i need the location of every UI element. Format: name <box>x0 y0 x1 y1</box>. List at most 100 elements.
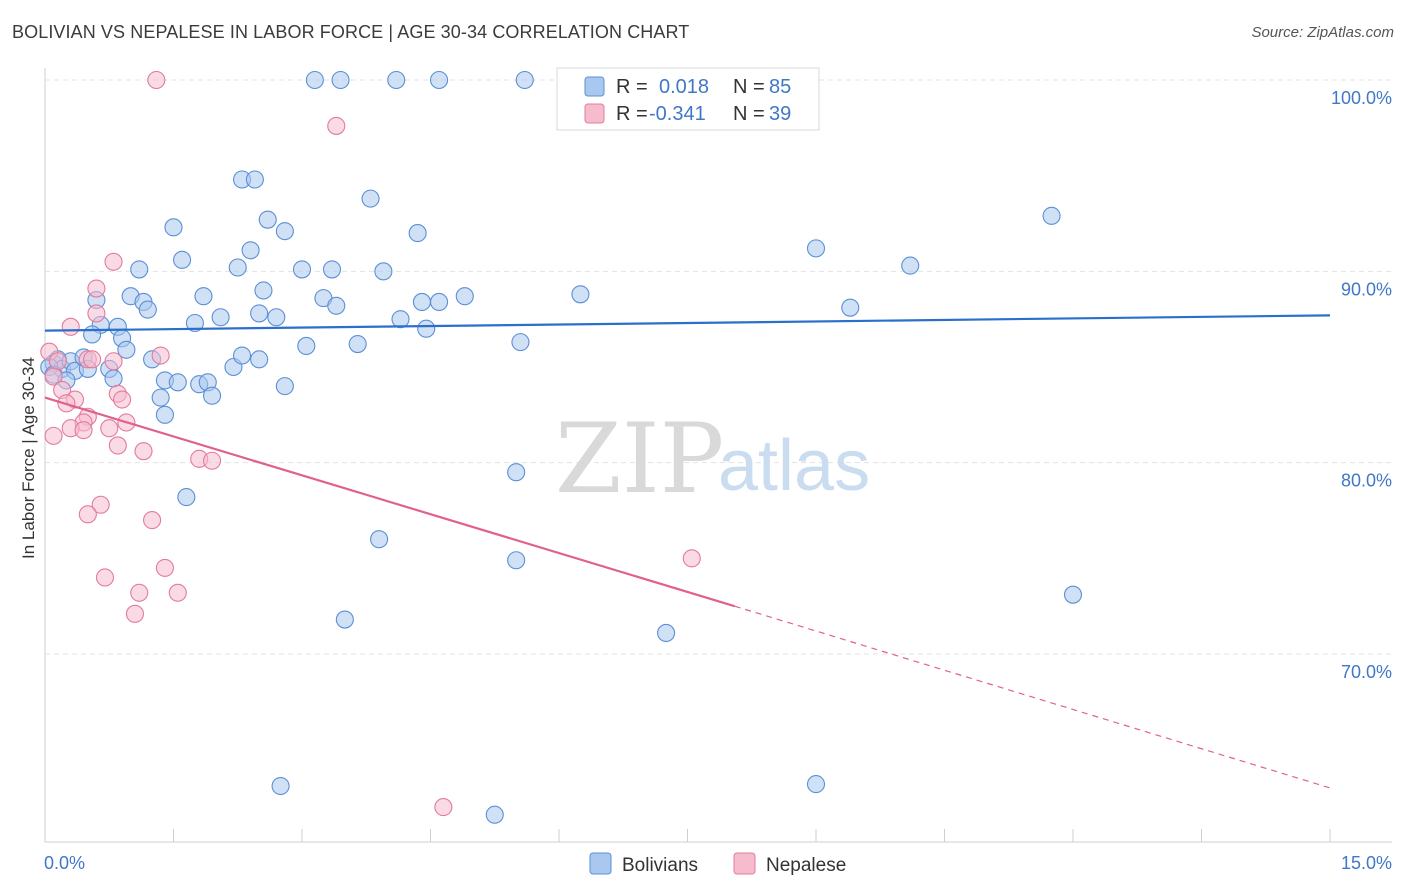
nepalese-trend-extension <box>734 605 1331 789</box>
tick-labels: 100.0% 90.0% 80.0% 70.0% 0.0% 15.0% <box>44 88 1392 873</box>
chart-title: BOLIVIAN VS NEPALESE IN LABOR FORCE | AG… <box>12 22 690 42</box>
bolivian-point-22 <box>901 256 920 275</box>
legend-n-label-1: N = <box>733 76 765 98</box>
nepalese-trend-line <box>44 396 735 608</box>
y-axis-label: In Labor Force | Age 30-34 <box>19 357 38 559</box>
legend-r-label-1: R = <box>616 76 648 98</box>
nepalese-point-28 <box>203 451 222 470</box>
nepalese-point-29 <box>91 495 110 514</box>
bolivian-point-74 <box>507 463 526 482</box>
bolivian-point-19 <box>322 260 342 279</box>
bottom-legend-swatch-bolivians <box>589 852 612 875</box>
bolivian-point-73 <box>155 405 174 424</box>
nepalese-point-7 <box>48 352 67 371</box>
bolivian-point-46 <box>348 334 367 354</box>
bolivian-point-80 <box>657 623 676 643</box>
bolivian-point-20 <box>374 262 393 281</box>
bolivian-point-17 <box>241 241 260 260</box>
bolivian-point-1 <box>331 70 350 90</box>
bottom-legend-swatch-nepalese <box>733 852 756 875</box>
nepalese-point-2 <box>104 252 123 271</box>
bolivian-point-49 <box>511 333 530 352</box>
bolivian-point-15 <box>173 250 192 269</box>
nepalese-point-26 <box>134 442 153 461</box>
bolivian-point-27 <box>138 300 157 319</box>
bolivian-point-38 <box>83 325 102 344</box>
bolivian-point-68 <box>275 377 294 396</box>
bolivian-point-44 <box>267 308 286 327</box>
nepalese-point-37 <box>125 604 144 623</box>
nepalese-point-24 <box>44 426 63 445</box>
legend-n-label-2: N = <box>733 103 765 125</box>
bottom-legend-bolivians: Bolivians <box>622 855 698 876</box>
nepalese-point-36 <box>168 583 187 602</box>
legend-swatch-bolivians <box>584 76 605 97</box>
bolivian-point-78 <box>1063 585 1083 604</box>
nepalese-point-25 <box>108 436 127 455</box>
bolivian-point-82 <box>806 775 826 794</box>
nepalese-point-10 <box>104 352 123 371</box>
bolivian-point-43 <box>250 304 269 323</box>
bolivian-point-67 <box>250 350 269 369</box>
bolivian-point-33 <box>430 292 449 311</box>
nepalese-point-12 <box>44 367 63 386</box>
bolivian-point-32 <box>412 292 431 311</box>
bolivian-point-36 <box>841 298 860 317</box>
bolivian-point-10 <box>164 218 183 237</box>
bolivian-point-79 <box>335 610 354 629</box>
bolivian-point-29 <box>254 281 273 300</box>
bolivian-point-48 <box>417 319 436 338</box>
nepalese-point-9 <box>83 350 102 369</box>
bolivian-point-31 <box>327 296 346 315</box>
bottom-legend: Bolivians Nepalese <box>589 852 846 876</box>
bolivian-point-35 <box>571 285 590 304</box>
legend-r-label-2: R = <box>616 103 648 125</box>
bolivian-point-58 <box>104 369 123 388</box>
watermark: ZIP atlas <box>555 403 870 515</box>
bolivian-point-3 <box>430 70 449 90</box>
nepalese-point-3 <box>87 279 106 298</box>
y-tick-label-1: 90.0% <box>1341 279 1392 299</box>
nepalese-point-4 <box>87 304 106 323</box>
bolivian-point-13 <box>408 224 427 243</box>
bolivian-point-18 <box>292 260 312 279</box>
bolivian-point-77 <box>507 551 526 570</box>
nepalese-point-35 <box>130 583 149 602</box>
bolivian-point-14 <box>1042 206 1061 225</box>
bolivian-point-83 <box>485 805 504 824</box>
series-nepalese <box>40 70 701 817</box>
bolivian-point-71 <box>151 388 170 407</box>
nepalese-point-0 <box>147 70 166 90</box>
bolivian-point-11 <box>258 210 277 229</box>
nepalese-point-31 <box>143 511 162 530</box>
grid-lines <box>45 79 1392 655</box>
legend-n-value-2: 39 <box>769 103 791 125</box>
bolivian-trend-line <box>44 314 1331 332</box>
bolivian-point-72 <box>203 386 222 405</box>
legend: R = 0.018 N = 85 R = -0.341 N = 39 <box>556 67 820 131</box>
bolivian-point-45 <box>297 336 316 356</box>
watermark-zip: ZIP <box>555 403 724 515</box>
axes <box>44 68 1392 843</box>
data-points <box>40 70 1083 824</box>
bolivian-point-42 <box>211 308 230 327</box>
bolivian-point-9 <box>361 189 380 208</box>
bolivian-point-75 <box>177 488 196 507</box>
x-tick-label-0: 0.0% <box>44 853 85 873</box>
nepalese-point-33 <box>95 568 115 587</box>
nepalese-point-32 <box>682 549 701 568</box>
bolivian-point-28 <box>194 287 213 306</box>
nepalese-point-17 <box>113 390 132 409</box>
bottom-legend-nepalese: Nepalese <box>766 855 846 876</box>
bolivian-point-41 <box>185 313 204 333</box>
chart-source: Source: ZipAtlas.com <box>1251 24 1394 41</box>
nepalese-point-22 <box>100 419 119 438</box>
legend-n-value-1: 85 <box>769 76 791 98</box>
nepalese-point-34 <box>155 558 174 577</box>
bolivian-point-12 <box>275 222 294 241</box>
nepalese-point-11 <box>151 346 170 365</box>
y-tick-label-3: 70.0% <box>1341 662 1392 682</box>
y-tick-label-2: 80.0% <box>1341 471 1392 491</box>
x-tick-label-1: 15.0% <box>1341 853 1392 873</box>
